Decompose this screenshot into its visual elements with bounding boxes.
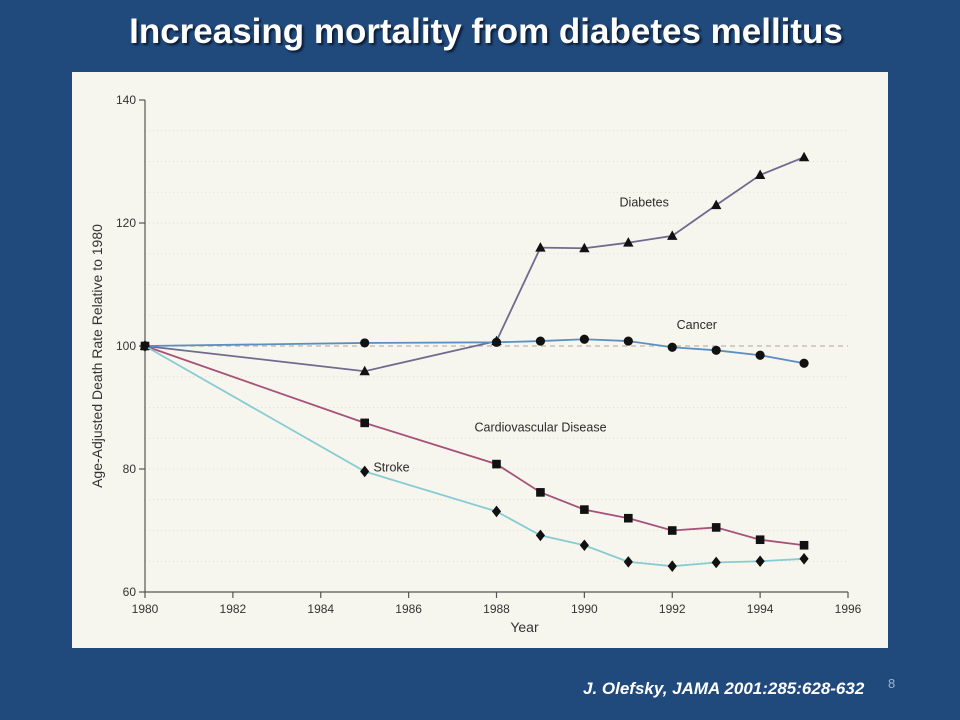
data-point-cancer: [623, 336, 633, 346]
data-point-diabetes: [535, 242, 546, 252]
data-point-stroke: [755, 555, 765, 568]
y-tick-label: 80: [123, 462, 137, 476]
data-point-cardiovascular-disease: [492, 459, 501, 469]
series-label-stroke: Stroke: [373, 460, 409, 474]
series-line-stroke: [144, 345, 805, 568]
data-point-cardiovascular-disease: [624, 513, 633, 523]
series-label-cardiovascular-disease: Cardiovascular Disease: [475, 420, 607, 434]
line-chart: 60 80 100 120 140 1980 1982 1984 1986 1988 1990 199…: [89, 93, 862, 635]
chart-panel: 60 80 100 120 140 1980 1982 1984 1986 1988 1990 199…: [72, 72, 888, 648]
y-tick-label: 140: [116, 93, 136, 107]
data-point-cardiovascular-disease: [536, 488, 545, 497]
series-label-cancer: Cancer: [677, 318, 717, 332]
data-point-cardiovascular-disease: [799, 540, 809, 550]
series-line-cancer: [144, 338, 805, 365]
y-axis-label: Age-Adjusted Death Rate Relative to 1980: [89, 224, 105, 488]
x-tick-label: 1992: [659, 602, 686, 616]
data-point-diabetes: [754, 169, 766, 180]
slide-title: Increasing mortality from diabetes melli…: [129, 12, 843, 51]
data-point-cancer: [535, 336, 546, 346]
data-point-stroke: [140, 340, 150, 352]
data-point-stroke: [579, 539, 589, 552]
data-point-diabetes: [623, 237, 634, 247]
data-point-stroke: [535, 529, 546, 542]
x-tick-label: 1980: [132, 602, 159, 616]
data-point-stroke: [360, 465, 370, 478]
data-point-stroke: [623, 556, 633, 568]
data-point-diabetes: [798, 151, 810, 162]
series-line-diabetes: [144, 156, 805, 373]
data-point-cancer: [491, 337, 502, 347]
x-tick-label: 1996: [835, 602, 862, 616]
data-point-cancer: [799, 358, 809, 368]
data-point-diabetes: [710, 199, 722, 210]
data-point-cancer: [579, 334, 589, 344]
data-point-cancer: [711, 345, 721, 355]
x-tick-label: 1988: [483, 602, 510, 616]
data-point-diabetes: [579, 242, 590, 253]
data-point-stroke: [799, 552, 809, 565]
data-point-stroke: [667, 560, 677, 572]
x-tick-label: 1994: [747, 602, 774, 616]
data-point-diabetes: [359, 365, 370, 376]
data-point-diabetes: [667, 230, 678, 240]
y-tick-label: 120: [116, 216, 136, 230]
data-point-cardiovascular-disease: [580, 505, 589, 514]
slide-number: 8: [888, 676, 896, 691]
data-point-cancer: [755, 350, 765, 360]
x-tick-label: 1984: [307, 602, 334, 616]
x-axis-label: Year: [510, 619, 539, 635]
y-tick-label: 60: [123, 585, 137, 599]
x-tick-label: 1986: [395, 602, 422, 616]
data-point-cardiovascular-disease: [667, 526, 677, 535]
series-line-cardiovascular-disease: [144, 345, 805, 547]
data-point-cardiovascular-disease: [711, 523, 721, 532]
data-point-cardiovascular-disease: [360, 418, 369, 428]
data-point-cardiovascular-disease: [755, 535, 765, 545]
citation: J. Olefsky, JAMA 2001:285:628-632: [583, 679, 865, 698]
data-point-cancer: [667, 342, 677, 352]
x-tick-label: 1990: [571, 602, 598, 616]
data-point-stroke: [491, 505, 502, 518]
series-label-diabetes: Diabetes: [620, 195, 669, 209]
data-point-cancer: [360, 338, 370, 348]
data-point-stroke: [711, 556, 721, 569]
y-tick-label: 100: [116, 339, 136, 353]
x-tick-label: 1982: [220, 602, 247, 616]
